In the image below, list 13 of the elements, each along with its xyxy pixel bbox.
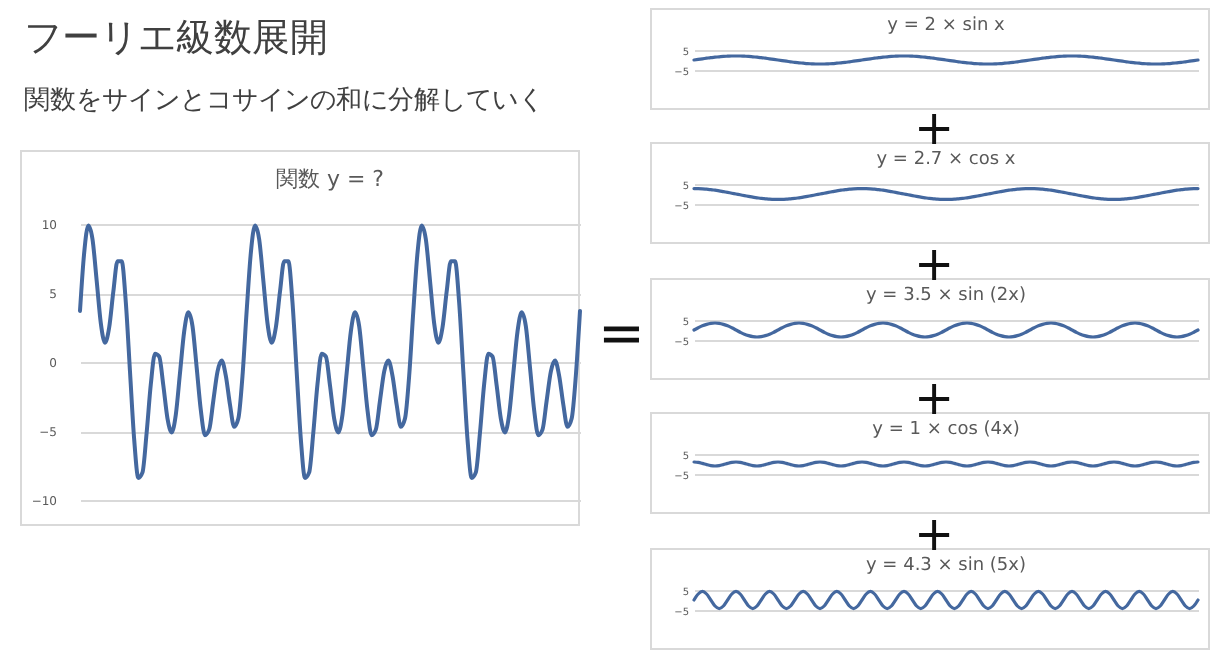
text: 関数をサインとコサインの和に分解していく [24, 84, 546, 118]
line-series [692, 321, 1200, 339]
chart-title: y = 2.7 × cos x [876, 150, 1017, 170]
chart-title: y = 4.3 × sin (5x) [866, 556, 1026, 576]
chart-title: y = 3.5 × sin (2x) [866, 286, 1026, 306]
line-series [78, 223, 582, 480]
text: フーリエ級数展開 [24, 14, 330, 64]
chart-title: y = 2 × sin x [887, 16, 1006, 36]
line-series [692, 589, 1200, 611]
text: = [598, 300, 645, 366]
text: + [914, 370, 955, 426]
chart-title: 関数 y = ? [275, 166, 385, 192]
chart-title: y = 1 × cos (4x) [872, 420, 1020, 440]
